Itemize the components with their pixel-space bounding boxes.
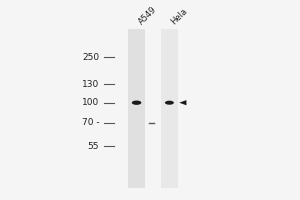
Text: 100: 100 <box>82 98 99 107</box>
Polygon shape <box>179 100 186 105</box>
Bar <box>161 29 178 188</box>
Text: Hela: Hela <box>169 6 189 26</box>
Text: A549: A549 <box>136 5 158 26</box>
Bar <box>128 29 145 188</box>
Text: 130: 130 <box>82 80 99 89</box>
Ellipse shape <box>132 101 141 105</box>
Text: 70 -: 70 - <box>82 118 99 127</box>
Text: 250: 250 <box>82 53 99 62</box>
Ellipse shape <box>165 101 174 105</box>
Text: 55: 55 <box>88 142 99 151</box>
